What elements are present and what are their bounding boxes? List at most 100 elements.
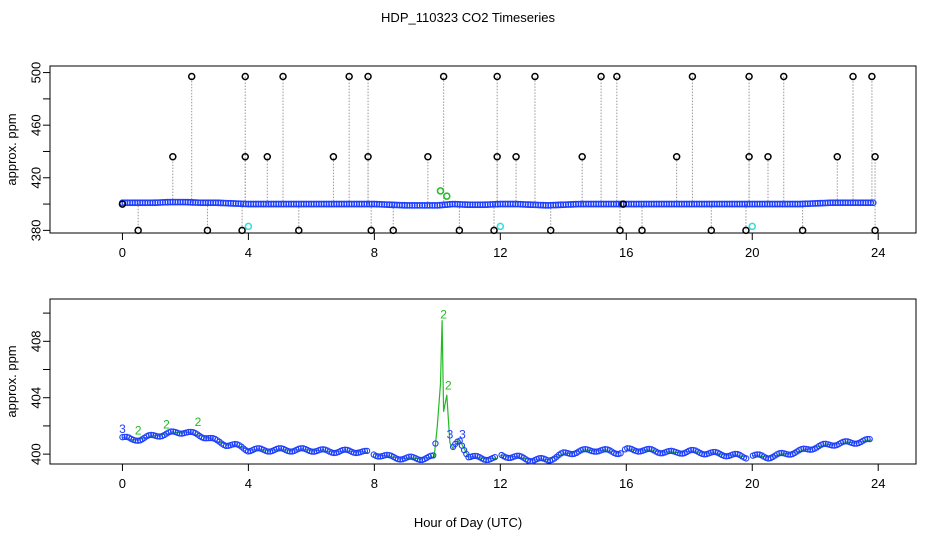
top-outlier-point — [424, 152, 432, 161]
top-outlier-point — [779, 72, 788, 81]
top-y-axis-label: approx. ppm — [4, 113, 19, 185]
bottom-x-tick-label: 12 — [493, 476, 507, 491]
bottom-y-tick-label: 408 — [29, 330, 44, 352]
bottom-series-point — [456, 437, 463, 444]
bottom-series-point — [416, 456, 424, 464]
top-green-point — [436, 187, 445, 195]
bottom-x-tick-label: 8 — [371, 476, 378, 491]
bottom-series-line — [752, 439, 872, 458]
bottom-annotation-label: 3 — [459, 428, 466, 442]
top-outlier-point — [203, 226, 212, 235]
top-outlier-point — [672, 152, 681, 161]
top-baseline-point — [867, 199, 875, 207]
top-outlier-point — [367, 226, 375, 235]
top-outlier-point — [118, 200, 127, 208]
top-outlier-point — [745, 72, 753, 81]
top-outlier-point — [638, 226, 646, 235]
bottom-series-point — [154, 433, 161, 440]
top-outlier-point — [745, 152, 753, 161]
bottom-annotation-label: 2 — [135, 423, 142, 437]
top-outlier-point — [871, 226, 879, 235]
bottom-series-point — [829, 442, 836, 449]
bottom-annotation-label: 2 — [195, 415, 202, 429]
top-outlier-point — [263, 152, 272, 161]
top-x-tick-label: 24 — [871, 245, 885, 260]
top-outlier-point — [389, 226, 398, 235]
bottom-series-point — [513, 452, 521, 459]
top-outlier-point — [439, 72, 448, 81]
top-outlier-point — [597, 72, 605, 81]
top-outlier-point — [279, 72, 287, 81]
bottom-series-point — [624, 445, 631, 452]
bottom-annotation-label: 3 — [119, 422, 126, 436]
bottom-annotation-label: 2 — [445, 378, 452, 392]
bottom-series-point — [688, 446, 695, 454]
bottom-series-point — [275, 445, 283, 452]
top-outlier-point — [531, 72, 539, 81]
bottom-series-point — [222, 442, 230, 449]
bottom-series-point — [701, 451, 708, 458]
top-y-tick-label: 420 — [29, 167, 44, 189]
top-cyan-point — [244, 222, 253, 231]
top-outlier-point — [345, 72, 353, 81]
x-axis-label: Hour of Day (UTC) — [414, 515, 522, 530]
bottom-series-point — [361, 447, 369, 455]
top-outlier-point — [688, 72, 697, 81]
top-outlier-point — [169, 152, 177, 161]
bottom-series-point — [820, 440, 827, 448]
top-outlier-point — [742, 226, 750, 235]
bottom-series-point — [710, 448, 717, 456]
top-green-point — [443, 192, 451, 200]
bottom-series-point — [264, 448, 272, 455]
bottom-series-point — [591, 448, 598, 455]
bottom-series-point — [535, 455, 543, 462]
bottom-series-point — [185, 428, 192, 436]
figure-title: HDP_110323 CO2 Timeseries — [381, 10, 555, 25]
bottom-series-point — [207, 434, 214, 442]
bottom-series-point — [147, 431, 155, 439]
bottom-series-point — [544, 457, 552, 464]
top-x-tick-label: 8 — [371, 245, 378, 260]
top-plot-frame — [49, 65, 917, 234]
bottom-series-point — [754, 451, 761, 458]
top-y-tick-label: 380 — [29, 220, 44, 242]
bottom-series-point — [397, 456, 404, 463]
top-outlier-point — [578, 152, 586, 161]
bottom-x-tick-label: 24 — [871, 476, 885, 491]
top-outlier-point — [490, 226, 498, 235]
bottom-series-point — [427, 452, 435, 459]
bottom-series-point — [778, 449, 785, 457]
top-baseline-point — [869, 199, 877, 207]
bottom-series-point — [491, 453, 499, 461]
bottom-series-point — [297, 445, 305, 452]
top-outlier-point — [613, 72, 621, 81]
top-outlier-point — [241, 152, 249, 161]
top-outlier-point — [238, 226, 246, 235]
top-panel: 0 4 8 12 16 20 24 380 420 460 500 approx. ppm — [4, 62, 917, 260]
bottom-series-point — [363, 447, 371, 455]
bottom-series-point — [132, 437, 139, 444]
bottom-annotation-label: 2 — [440, 308, 447, 322]
bottom-series-point — [804, 446, 812, 453]
bottom-plot-frame — [49, 298, 917, 465]
top-x-tick-label: 0 — [119, 245, 126, 260]
bottom-y-axis-label: approx. ppm — [4, 345, 19, 417]
bottom-series-point — [866, 435, 873, 443]
bottom-series-point — [851, 440, 858, 447]
bottom-series-point — [286, 448, 294, 455]
bottom-series-point — [784, 451, 792, 458]
bottom-series-point — [676, 450, 684, 457]
bottom-series-point — [121, 433, 128, 441]
bottom-series-point — [723, 453, 730, 460]
top-outlier-point — [616, 226, 624, 235]
bottom-x-tick-label: 0 — [119, 476, 126, 491]
top-cyan-point — [748, 222, 756, 231]
top-outlier-point — [364, 72, 372, 81]
bottom-series-point — [119, 434, 126, 441]
bottom-series-point — [732, 450, 739, 458]
bottom-series-point — [657, 450, 664, 457]
bottom-series-point — [613, 450, 620, 457]
bottom-series-point — [635, 448, 642, 455]
top-outlier-point — [364, 152, 372, 161]
